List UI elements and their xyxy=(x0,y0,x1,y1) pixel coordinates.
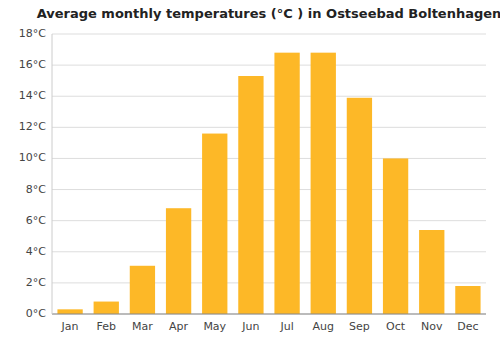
bar xyxy=(311,53,336,314)
y-tick-label: 0°C xyxy=(26,307,46,320)
grid-line xyxy=(52,65,486,66)
bar xyxy=(57,309,82,314)
bar xyxy=(166,208,191,314)
y-grid xyxy=(52,34,486,314)
chart-svg: Average monthly temperatures (°C ) in Os… xyxy=(0,0,500,350)
y-tick-labels: 0°C 2°C 4°C 6°C 8°C 10°C 12°C 14°C 16°C 18°C xyxy=(19,27,46,320)
y-tick-label: 10°C xyxy=(19,151,46,164)
x-tick-label: Jun xyxy=(241,320,259,333)
y-tick-label: 4°C xyxy=(26,245,46,258)
x-tick-label: Jul xyxy=(279,320,293,333)
grid-line xyxy=(52,127,486,128)
grid-line xyxy=(52,158,486,159)
x-tick-label: Dec xyxy=(457,320,478,333)
grid-line xyxy=(52,220,486,221)
bar xyxy=(455,286,480,314)
x-tick-label: Oct xyxy=(386,320,406,333)
x-tick-label: Jan xyxy=(61,320,79,333)
y-tick-label: 12°C xyxy=(19,120,46,133)
x-tick-label: Nov xyxy=(421,320,443,333)
bar xyxy=(383,158,408,314)
background xyxy=(0,0,500,350)
x-tick-label: Mar xyxy=(132,320,153,333)
y-tick-label: 6°C xyxy=(26,214,46,227)
bar xyxy=(130,266,155,314)
bar xyxy=(347,98,372,314)
x-tick-label: Sep xyxy=(349,320,370,333)
bar xyxy=(94,302,119,314)
bar xyxy=(419,230,444,314)
x-tick-label: Apr xyxy=(169,320,189,333)
y-axis-line xyxy=(52,34,53,314)
x-tick-label: May xyxy=(203,320,226,333)
y-tick-label: 14°C xyxy=(19,89,46,102)
y-tick-label: 18°C xyxy=(19,27,46,40)
grid-line xyxy=(52,314,486,315)
bar xyxy=(238,76,263,314)
y-tick-label: 2°C xyxy=(26,276,46,289)
grid-line xyxy=(52,96,486,97)
x-tick-label: Feb xyxy=(97,320,116,333)
grid-line xyxy=(52,34,486,35)
bars xyxy=(57,53,480,314)
x-tick-labels: Jan Feb Mar Apr May Jun Jul Aug Sep Oct Nov Dec xyxy=(61,320,479,333)
y-tick-label: 16°C xyxy=(19,58,46,71)
bar xyxy=(274,53,299,314)
y-tick-label: 8°C xyxy=(26,183,46,196)
chart-title: Average monthly temperatures (°C ) in Os… xyxy=(37,6,500,21)
chart-container: Average monthly temperatures (°C ) in Os… xyxy=(0,0,500,350)
x-tick-label: Aug xyxy=(313,320,334,333)
grid-line xyxy=(52,189,486,190)
bar xyxy=(202,134,227,314)
x-axis-line xyxy=(52,314,486,315)
